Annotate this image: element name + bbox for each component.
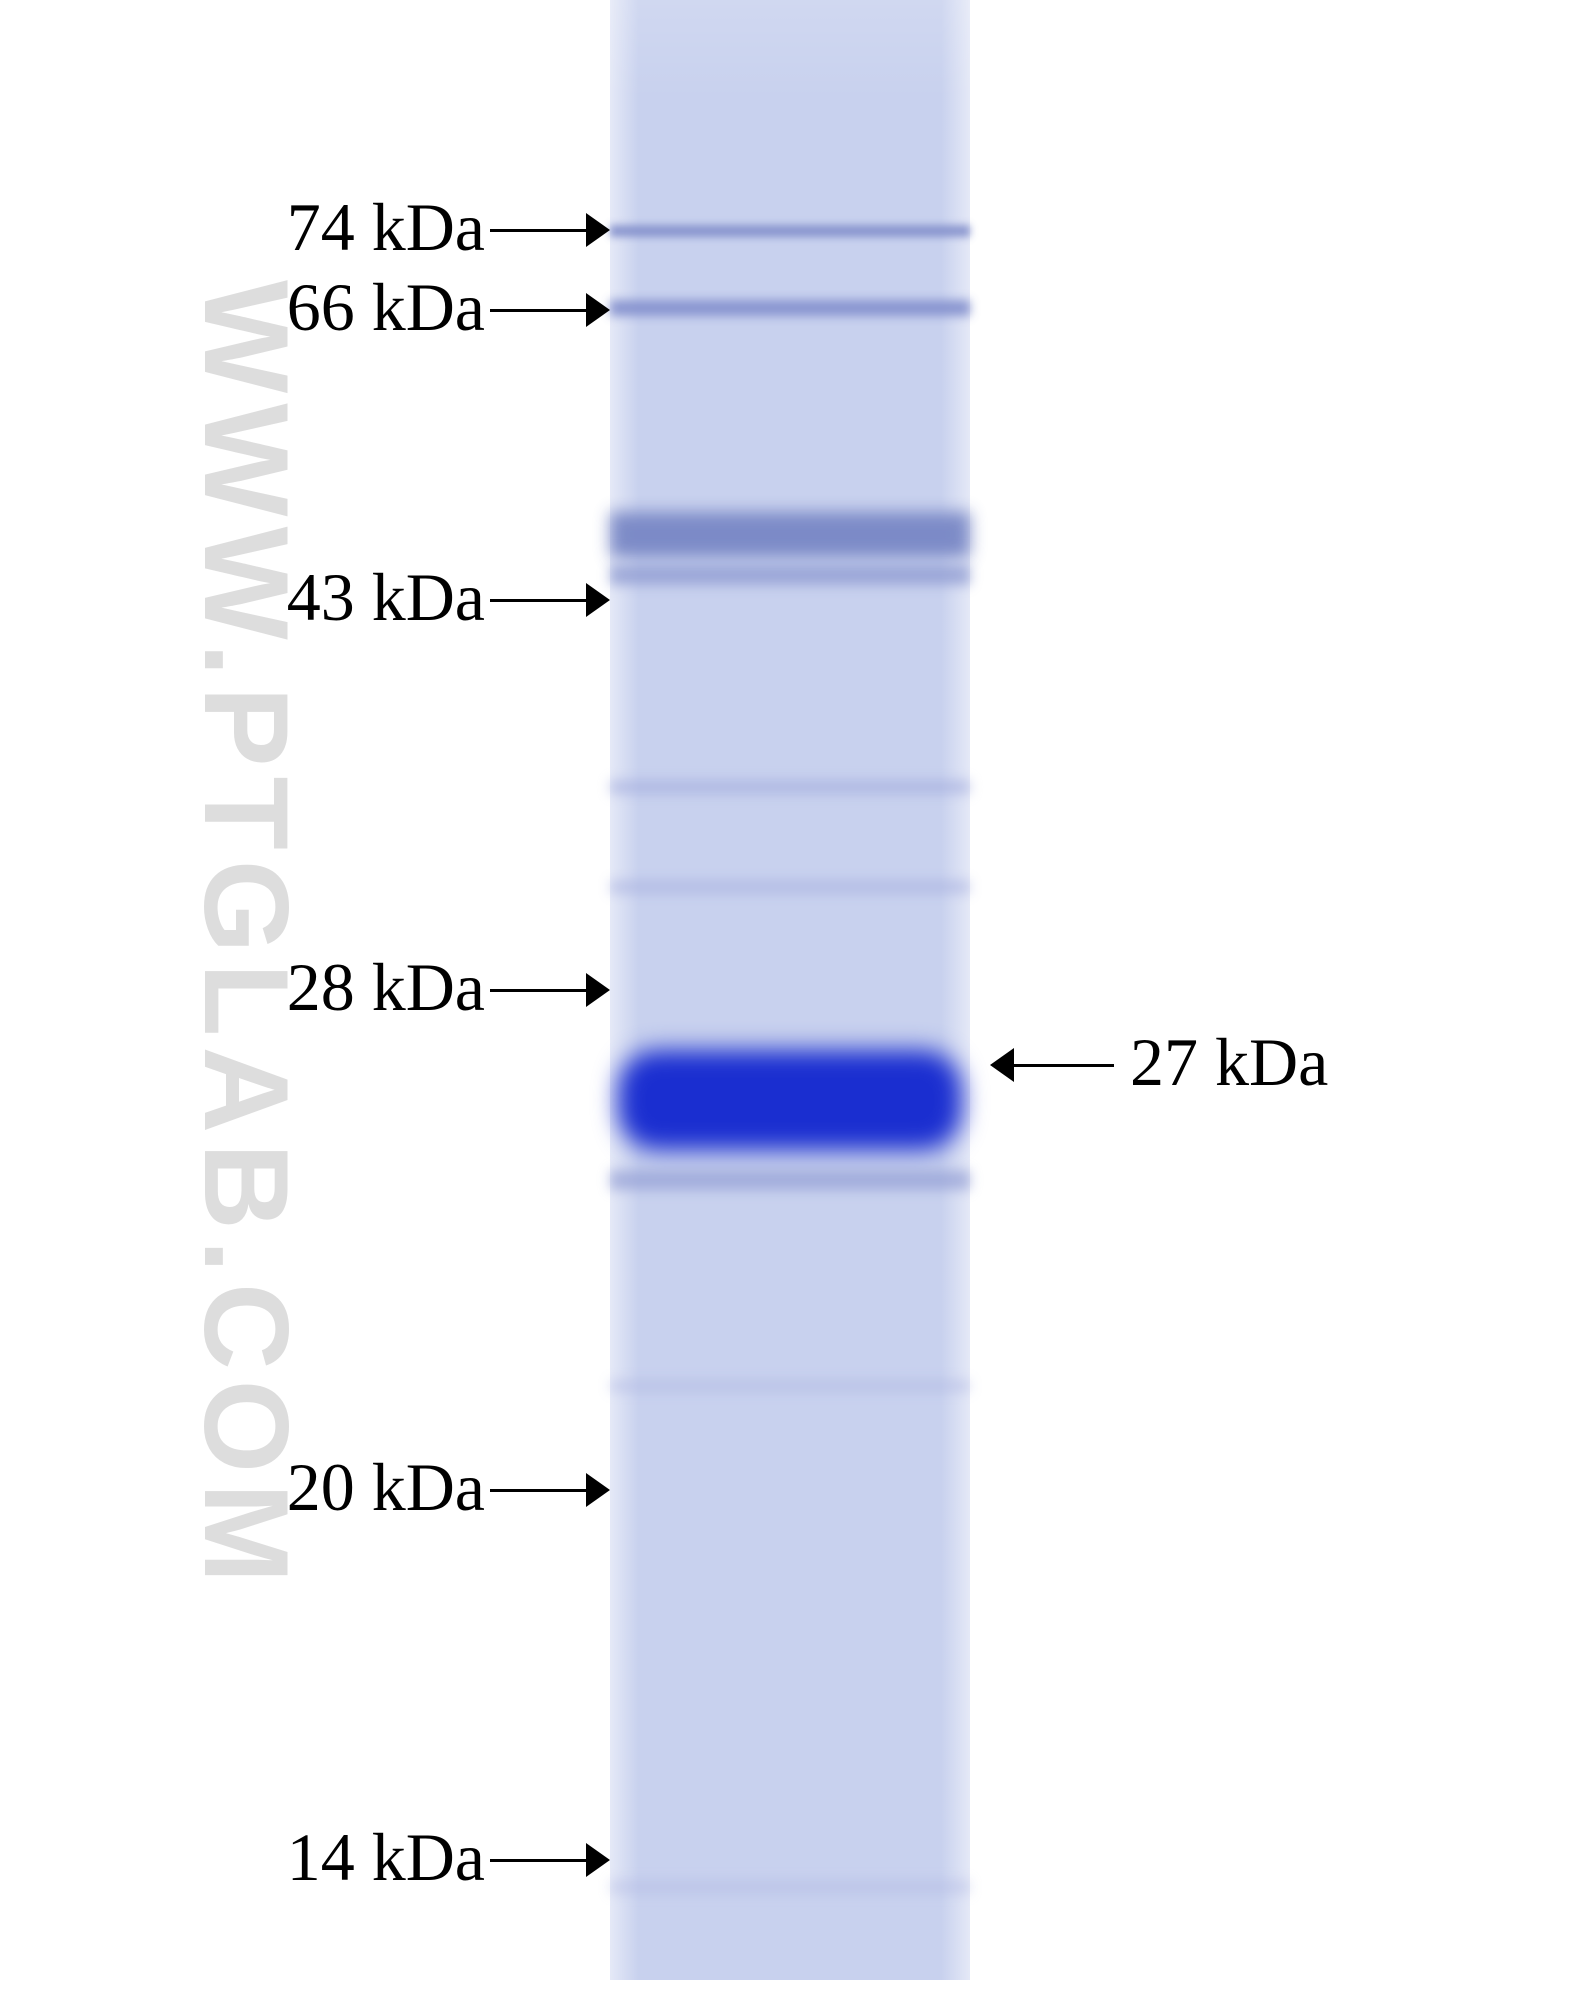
gel-band-9 — [610, 1880, 970, 1894]
gel-band-1 — [610, 300, 970, 316]
sample-arrow — [990, 1048, 1114, 1082]
gel-band-4 — [610, 780, 970, 794]
marker-label-2: 43 kDa — [287, 558, 485, 637]
sample-arrow-head — [990, 1048, 1014, 1082]
gel-band-6 — [618, 1050, 962, 1150]
marker-arrow-head-0 — [586, 213, 610, 247]
marker-arrow-shaft-0 — [490, 229, 586, 232]
gel-lane — [610, 0, 970, 1980]
gel-shading — [610, 0, 970, 1980]
watermark-text: WWW.PTGLAB.COM — [177, 280, 315, 1593]
marker-label-5: 14 kDa — [287, 1818, 485, 1897]
marker-label-4: 20 kDa — [287, 1448, 485, 1527]
marker-arrow-head-1 — [586, 293, 610, 327]
gel-band-7 — [610, 1170, 970, 1190]
marker-arrow-head-4 — [586, 1473, 610, 1507]
marker-arrow-5 — [490, 1843, 610, 1877]
marker-arrow-head-5 — [586, 1843, 610, 1877]
gel-band-0 — [610, 225, 970, 237]
marker-arrow-4 — [490, 1473, 610, 1507]
marker-label-3: 28 kDa — [287, 948, 485, 1027]
marker-label-0: 74 kDa — [287, 188, 485, 267]
gel-band-8 — [610, 1380, 970, 1392]
marker-arrow-shaft-5 — [490, 1859, 586, 1862]
marker-arrow-shaft-4 — [490, 1489, 586, 1492]
gel-band-5 — [610, 880, 970, 894]
marker-arrow-1 — [490, 293, 610, 327]
marker-arrow-shaft-2 — [490, 599, 586, 602]
marker-arrow-shaft-3 — [490, 989, 586, 992]
marker-arrow-head-3 — [586, 973, 610, 1007]
gel-band-3 — [610, 565, 970, 585]
sample-arrow-shaft — [1014, 1064, 1114, 1067]
marker-arrow-2 — [490, 583, 610, 617]
marker-arrow-3 — [490, 973, 610, 1007]
sample-label: 27 kDa — [1130, 1023, 1328, 1102]
gel-band-2 — [610, 512, 970, 557]
marker-arrow-0 — [490, 213, 610, 247]
marker-arrow-head-2 — [586, 583, 610, 617]
marker-arrow-shaft-1 — [490, 309, 586, 312]
marker-label-1: 66 kDa — [287, 268, 485, 347]
